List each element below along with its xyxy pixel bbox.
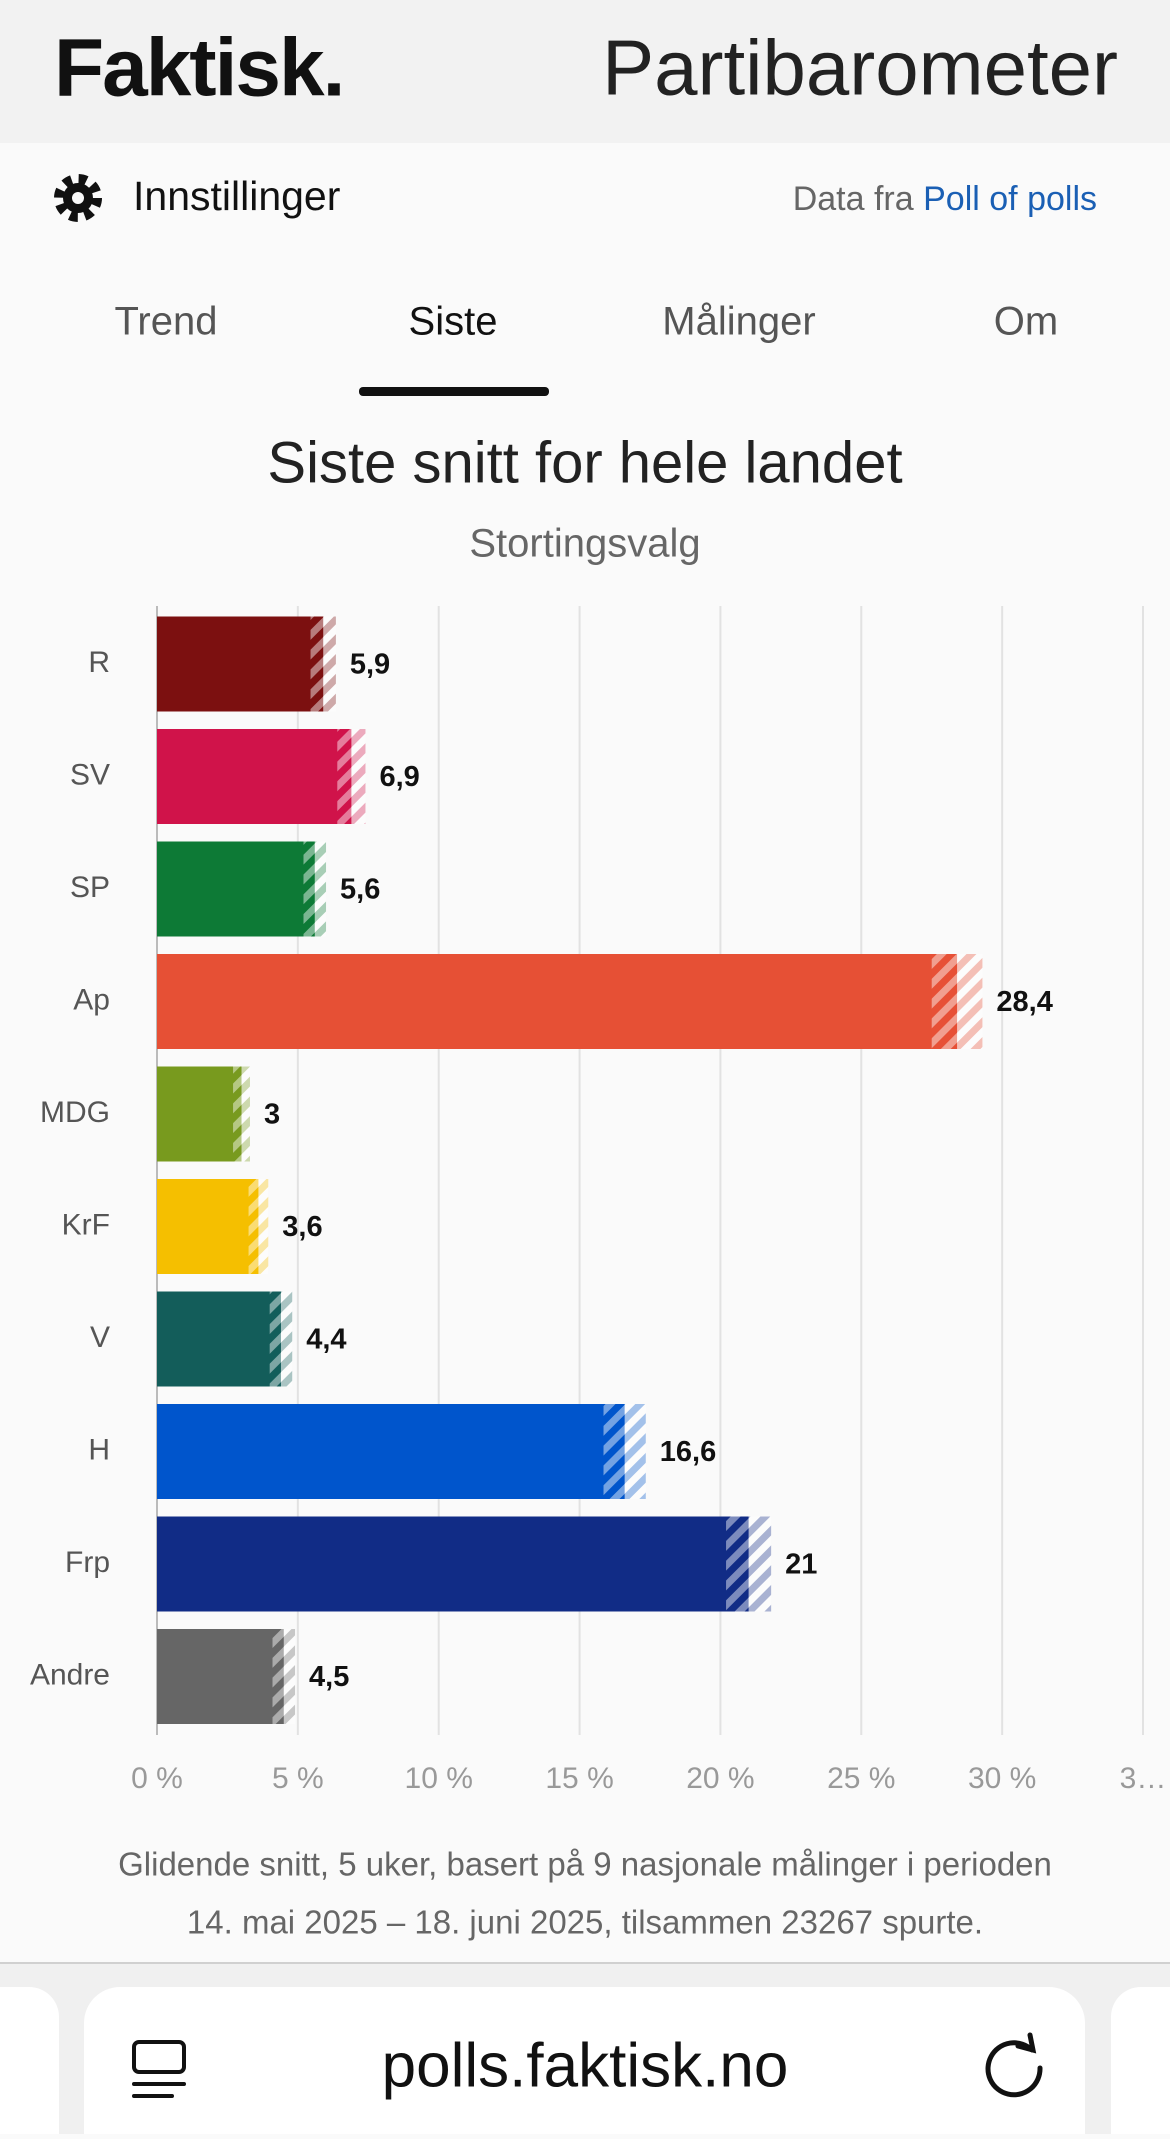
bar — [157, 729, 352, 824]
value-label: 3 — [264, 1099, 280, 1131]
tab[interactable]: Om — [994, 300, 1058, 344]
error-band — [303, 841, 327, 937]
value-label: 5,9 — [350, 649, 390, 681]
error-band — [272, 1629, 296, 1724]
source: Data fra Poll of polls — [793, 180, 1097, 218]
value-label: 4,4 — [306, 1324, 346, 1356]
x-tick-label: 30 % — [968, 1762, 1036, 1795]
value-label: 28,4 — [996, 986, 1052, 1018]
value-label: 5,6 — [340, 874, 380, 906]
tab[interactable]: Trend — [114, 300, 217, 344]
y-tick-label: KrF — [62, 1208, 110, 1241]
error-band — [603, 1404, 646, 1499]
y-tick-label: SP — [70, 871, 110, 904]
y-tick-label: V — [90, 1321, 110, 1354]
bar — [157, 1404, 625, 1499]
footnote: 14. mai 2025 – 18. juni 2025, tilsammen … — [187, 1904, 983, 1941]
error-band — [337, 729, 366, 824]
reader-icon[interactable] — [132, 2040, 186, 2098]
y-tick-label: H — [88, 1433, 110, 1466]
y-tick-label: Frp — [65, 1546, 110, 1579]
y-tick-label: Andre — [30, 1658, 110, 1691]
bar — [157, 1179, 259, 1274]
logo[interactable]: Faktisk. — [54, 23, 345, 114]
side-tab[interactable] — [0, 1987, 59, 2139]
error-band — [248, 1179, 269, 1274]
header-title: Partibarometer — [602, 24, 1118, 112]
footnote: Glidende snitt, 5 uker, basert på 9 nasj… — [118, 1846, 1052, 1883]
chart-subtitle: Stortingsvalg — [469, 522, 700, 566]
x-tick-label: 0 % — [131, 1762, 183, 1795]
tab[interactable]: Målinger — [662, 300, 815, 344]
gear-icon[interactable] — [54, 174, 102, 222]
value-label: 4,5 — [309, 1661, 349, 1693]
reload-icon[interactable] — [985, 2032, 1043, 2098]
chart: 0 % 5 % 10 % 15 % 20 % 25 % 30 % 3… R 5,9 SV 6,9 SP 5… — [30, 606, 1166, 1795]
y-tick-label: R — [88, 646, 110, 679]
url: polls.faktisk.no — [382, 2031, 789, 2100]
y-tick-label: SV — [70, 758, 110, 791]
bar — [157, 1291, 281, 1387]
header-bg — [0, 0, 1170, 143]
bar — [157, 1516, 749, 1612]
x-tick-label: 25 % — [827, 1762, 895, 1795]
bar — [157, 616, 324, 712]
error-band — [310, 616, 336, 712]
settings-label[interactable]: Innstillinger — [133, 173, 340, 219]
tab-active[interactable]: Siste — [409, 300, 498, 344]
error-band — [269, 1291, 293, 1387]
bar — [157, 1629, 284, 1724]
error-band — [931, 954, 983, 1049]
y-tick-label: MDG — [40, 1096, 110, 1129]
source-link[interactable]: Poll of polls — [923, 180, 1097, 218]
x-tick-label: 5 % — [272, 1762, 324, 1795]
bar — [157, 954, 958, 1049]
y-tick-label: Ap — [73, 983, 110, 1016]
address-bar[interactable] — [84, 1987, 1085, 2139]
side-tab[interactable] — [1111, 1987, 1170, 2139]
source-prefix: Data fra — [793, 180, 914, 218]
value-label: 6,9 — [379, 761, 419, 793]
error-band — [726, 1516, 772, 1612]
value-label: 3,6 — [282, 1211, 322, 1243]
value-label: 16,6 — [660, 1436, 716, 1468]
bar — [157, 841, 315, 937]
error-band — [233, 1066, 250, 1162]
chart-title: Siste snitt for hele landet — [267, 430, 902, 495]
x-tick-label: 15 % — [545, 1762, 613, 1795]
x-tick-label: 3… — [1120, 1762, 1167, 1795]
tab-underline — [359, 387, 549, 396]
bar — [157, 1066, 242, 1162]
value-label: 21 — [785, 1549, 817, 1581]
x-tick-label: 10 % — [405, 1762, 473, 1795]
x-tick-label: 20 % — [686, 1762, 754, 1795]
